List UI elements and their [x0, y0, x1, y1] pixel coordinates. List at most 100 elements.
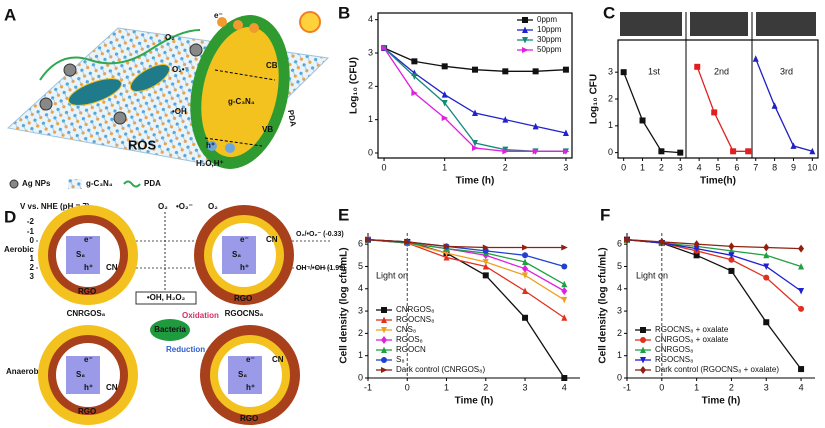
y-tick-label: 1 — [368, 114, 373, 124]
x-tick-label: 2 — [483, 382, 488, 392]
data-point — [693, 245, 700, 253]
label: h⁺ — [240, 263, 249, 272]
data-point — [693, 252, 700, 259]
scale-label: 1 — [30, 254, 35, 263]
label: Oxidation — [182, 311, 219, 320]
data-point — [798, 366, 805, 373]
legend-label: S₈ — [396, 355, 405, 364]
y-tick-label: 5 — [617, 261, 622, 271]
ag-np — [113, 111, 127, 125]
bacterium — [67, 78, 123, 106]
label: O₂•⁻ — [172, 65, 189, 74]
data-point — [522, 314, 529, 321]
data-point — [411, 73, 418, 80]
data-point — [443, 254, 450, 261]
x-axis-label: Time(h) — [700, 176, 736, 187]
legend-label: g-C₃N₄ — [86, 179, 113, 188]
x-tick-label: 3 — [523, 382, 528, 392]
label: e⁻ — [84, 355, 93, 364]
series-line — [755, 58, 813, 152]
legend-label: RGOS₈ — [396, 335, 423, 344]
gcn-core — [201, 26, 279, 158]
condition: Anaerobic — [6, 367, 46, 376]
particle — [200, 325, 300, 425]
data-point — [522, 287, 529, 294]
legend-label: CNS₈ — [396, 325, 416, 334]
data-point — [522, 244, 529, 251]
x-tick-label: 0 — [405, 382, 410, 392]
electron — [249, 23, 259, 33]
hole — [225, 143, 235, 153]
panel-letter: A — [4, 5, 16, 24]
axis-title: V vs. NHE (pH = 7) — [20, 202, 90, 211]
x-axis-label: Time (h) — [455, 396, 494, 407]
legend-label: PDA — [144, 179, 161, 188]
label: CN — [266, 235, 278, 244]
data-point — [472, 140, 478, 147]
label: RGO — [78, 287, 96, 296]
data-point — [522, 272, 529, 279]
label: ROS — [128, 137, 157, 152]
y-tick-label: 0 — [368, 147, 373, 157]
y-axis-label: Cell density (log cfu/mL) — [598, 247, 609, 363]
label: S₈ — [238, 370, 247, 379]
legend-marker — [640, 366, 646, 374]
electron — [233, 20, 243, 30]
legend-label: 30ppm — [537, 35, 562, 44]
data-point — [472, 66, 478, 73]
label: PDA — [286, 109, 298, 127]
data-point — [404, 238, 411, 245]
annotation: Light on — [636, 270, 668, 280]
legend-marker — [381, 307, 387, 313]
legend-label: Dark control (CNRGOS₈) — [396, 365, 485, 374]
x-tick-label: 8 — [772, 162, 777, 172]
data-point — [441, 100, 448, 107]
data-point — [411, 58, 418, 65]
label: CN — [106, 263, 118, 272]
ag-np — [39, 97, 53, 111]
legend-marker — [123, 180, 141, 188]
scale-label: 3 — [30, 272, 35, 281]
data-point — [472, 109, 478, 116]
series-line — [696, 66, 749, 152]
data-point — [443, 243, 451, 250]
data-point — [502, 148, 509, 155]
data-point — [482, 259, 489, 266]
sun — [299, 11, 321, 33]
data-point — [730, 148, 737, 155]
y-tick-label: 1 — [358, 350, 363, 360]
data-point — [639, 117, 646, 124]
label: O₂/•O₂⁻ (-0.33) — [296, 231, 344, 238]
data-point — [443, 250, 450, 257]
particle — [38, 205, 138, 305]
label: h⁺ — [206, 141, 215, 150]
label: OH⁻/•OH (1.99) — [296, 265, 345, 272]
y-tick-label: 2 — [358, 328, 363, 338]
cb-line — [214, 69, 276, 81]
label: •OH, H₂O₂ — [147, 293, 186, 302]
y-tick-label: 1 — [608, 120, 613, 130]
scale-label: -1 — [27, 227, 35, 236]
label: Reduction — [166, 345, 205, 354]
x-axis-label: Time (h) — [702, 396, 741, 407]
x-tick-label: -1 — [623, 382, 631, 392]
x-tick-label: 9 — [791, 162, 796, 172]
data-point — [798, 244, 805, 253]
label: S₈ — [232, 250, 241, 259]
data-point — [381, 45, 388, 51]
scale-label: -2 — [27, 217, 35, 226]
x-tick-label: 4 — [799, 382, 804, 392]
data-point — [502, 116, 509, 123]
legend-label: Ag NPs — [22, 179, 51, 188]
data-point — [411, 90, 418, 96]
data-point — [763, 274, 770, 281]
data-point — [532, 68, 539, 75]
series-line — [367, 239, 565, 249]
series-line — [626, 239, 802, 250]
x-tick-label: 10 — [807, 162, 817, 172]
y-axis-label: Cell density (log cfu/mL) — [339, 247, 350, 363]
y-tick-label: 4 — [358, 283, 363, 293]
x-tick-label: 2 — [503, 162, 508, 172]
ag-np — [63, 63, 77, 77]
